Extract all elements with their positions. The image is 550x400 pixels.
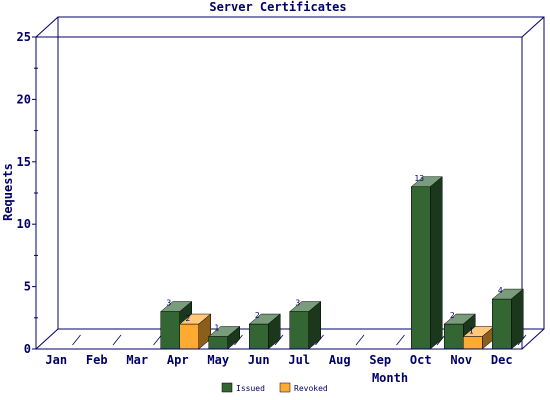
bar-issued — [248, 313, 281, 350]
bar-issued — [289, 301, 322, 350]
x-axis-label: Month — [372, 371, 408, 385]
bar-front — [249, 323, 269, 350]
top-left-edge — [35, 16, 59, 38]
data-label-issued: 13 — [414, 174, 424, 183]
bar-side — [430, 176, 443, 350]
y-tick-label: 25 — [17, 30, 31, 44]
x-tick-label: Jan — [45, 353, 67, 367]
bar-issued — [491, 288, 524, 350]
y-axis-label: Requests — [1, 163, 15, 221]
x-tick-label: Nov — [450, 353, 472, 367]
x-tick-mark — [396, 334, 405, 346]
x-tick-label: Mar — [126, 353, 148, 367]
data-label-issued: 3 — [295, 299, 300, 308]
x-tick-label: Aug — [329, 353, 351, 367]
data-label-revoked: 1 — [469, 327, 474, 336]
bar-side — [268, 313, 281, 350]
y-tick-label: 20 — [17, 92, 31, 106]
legend-label: Issued — [236, 384, 265, 393]
bar-side — [308, 301, 321, 350]
bar-front — [463, 336, 483, 350]
x-tick-mark — [72, 334, 81, 346]
data-label-issued: 2 — [255, 311, 260, 320]
bar-front — [444, 323, 464, 350]
back-wall — [57, 16, 545, 330]
x-tick-label: Oct — [410, 353, 432, 367]
bar-front — [289, 311, 309, 350]
y-tick-label: 0 — [24, 342, 31, 356]
bar-issued — [410, 176, 443, 350]
bar-side — [511, 288, 524, 350]
y-tick-label: 15 — [17, 155, 31, 169]
bar-front — [160, 311, 180, 350]
bar-front — [492, 298, 512, 350]
data-label-issued: 4 — [498, 286, 503, 295]
data-label-issued: 1 — [214, 324, 219, 333]
x-tick-label: Apr — [167, 353, 189, 367]
chart-frame — [35, 16, 545, 350]
legend: Issued Revoked — [221, 382, 328, 393]
bar-side — [227, 325, 240, 350]
x-axis: Jan Feb Mar Apr May Jun Jul Aug Sep Oct Nov Dec — [45, 334, 527, 367]
y-axis: 0 5 10 15 20 25 — [17, 30, 38, 356]
x-tick-label: Jun — [248, 353, 270, 367]
top-right-edge — [521, 16, 545, 38]
y-tick-label: 10 — [17, 217, 31, 231]
x-tick-mark — [355, 334, 365, 346]
data-label-issued: 3 — [166, 299, 171, 308]
x-tick-label: Jul — [288, 353, 310, 367]
legend-swatch — [279, 382, 291, 393]
bar-front — [179, 323, 199, 350]
bar-front — [208, 336, 228, 350]
bar-revoked — [462, 325, 495, 350]
bar-revoked — [179, 313, 212, 350]
floor-left-edge — [35, 328, 59, 350]
x-tick-mark — [153, 334, 162, 346]
x-tick-label: Dec — [491, 353, 513, 367]
legend-swatch — [221, 382, 233, 393]
data-label-issued: 2 — [450, 311, 455, 320]
bar-issued — [208, 325, 241, 350]
x-tick-mark — [112, 334, 122, 346]
x-tick-label: Feb — [86, 353, 108, 367]
bar-front — [411, 186, 431, 350]
bars — [36, 176, 524, 350]
data-labels: 3 2 1 2 3 13 2 1 4 — [166, 174, 503, 336]
y-tick-label: 5 — [24, 280, 31, 294]
x-tick-label: May — [207, 353, 229, 367]
x-tick-label: Sep — [369, 353, 391, 367]
chart-title: Server Certificates — [209, 0, 346, 14]
data-label-revoked: 2 — [185, 314, 190, 323]
legend-label: Revoked — [294, 384, 328, 393]
